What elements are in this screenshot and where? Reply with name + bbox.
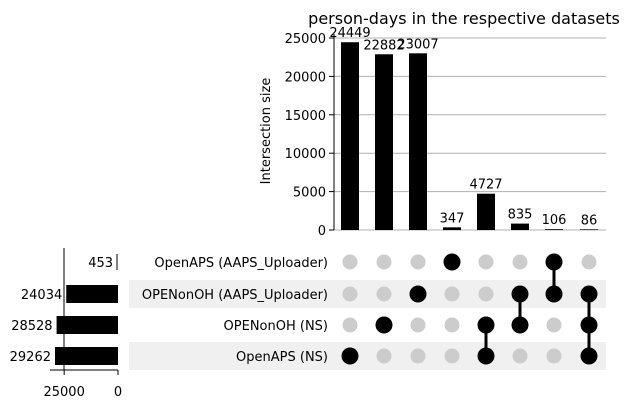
matrix-dot-active: [511, 316, 529, 334]
matrix-dot-inactive: [478, 286, 494, 302]
bar-data-label: 23007: [397, 37, 438, 52]
matrix-dot-inactive: [342, 286, 358, 302]
gridlines: [334, 37, 606, 231]
set-size-label: 29262: [10, 350, 51, 365]
matrix-dot-inactive: [478, 254, 494, 270]
matrix-dot-active: [409, 285, 427, 303]
matrix-dot-active: [477, 316, 495, 334]
matrix-dot-active: [375, 316, 393, 334]
set-names: OpenAPS (AAPS_Uploader) OPENonOH (AAPS_Up…: [142, 256, 328, 365]
intersection-y-axis: 0 5000 10000 15000 20000 25000: [285, 32, 335, 239]
matrix-dot-active: [580, 285, 598, 303]
matrix-dot-inactive: [376, 286, 392, 302]
matrix-dot-inactive: [342, 317, 358, 333]
intersection-bar: [409, 53, 427, 230]
y-tick-label: 5000: [293, 186, 326, 201]
matrix-dot-active: [580, 316, 598, 334]
y-tick-label: 10000: [285, 147, 326, 162]
set-name-label: OPENonOH (AAPS_Uploader): [142, 288, 328, 303]
matrix-dot-inactive: [342, 254, 358, 270]
matrix-dot-active: [341, 347, 359, 365]
y-tick-label: 0: [318, 224, 326, 239]
intersection-bar: [341, 42, 359, 231]
set-size-axis: 25000 0: [43, 248, 122, 400]
set-size-bar: [66, 285, 118, 303]
intersection-bar: [477, 193, 495, 230]
set-name-label: OpenAPS (NS): [236, 350, 328, 365]
matrix-dot-inactive: [410, 254, 426, 270]
matrix-dot-inactive: [512, 348, 528, 364]
set-size-bar: [56, 316, 118, 334]
matrix-dot-inactive: [444, 286, 460, 302]
bar-data-label: 22882: [363, 38, 404, 53]
matrix-dot-inactive: [581, 254, 597, 270]
matrix-dot-inactive: [546, 348, 562, 364]
set-size-bar: [55, 347, 118, 365]
bar-data-label: 86: [581, 213, 598, 228]
set-name-label: OPENonOH (NS): [224, 319, 328, 334]
y-tick-label: 15000: [285, 109, 326, 124]
matrix-dot-active: [511, 285, 529, 303]
bar-data-label: 106: [542, 213, 567, 228]
chart-title: person-days in the respective datasets: [308, 9, 620, 28]
bar-data-label: 835: [508, 208, 533, 223]
matrix-dot-inactive: [376, 348, 392, 364]
intersection-bar: [443, 227, 461, 230]
membership-matrix: [341, 253, 598, 365]
set-size-tick-label: 25000: [43, 385, 84, 400]
matrix-dot-active: [545, 253, 563, 271]
matrix-dot-active: [580, 347, 598, 365]
y-axis-label: Intersection size: [259, 78, 274, 185]
intersection-bar: [580, 229, 598, 230]
set-size-bars: 453 24034 28528 29262: [10, 254, 118, 365]
matrix-dot-inactive: [512, 254, 528, 270]
set-size-label: 28528: [11, 319, 52, 334]
matrix-dot-active: [477, 347, 495, 365]
intersection-bars: [341, 42, 598, 231]
matrix-dot-inactive: [410, 348, 426, 364]
set-size-tick-label: 0: [114, 385, 122, 400]
matrix-dot-active: [443, 253, 461, 271]
intersection-bar: [545, 229, 563, 230]
bar-data-label: 347: [440, 211, 465, 226]
intersection-bar: [511, 223, 529, 230]
matrix-dot-inactive: [410, 317, 426, 333]
matrix-dot-inactive: [546, 317, 562, 333]
set-name-label: OpenAPS (AAPS_Uploader): [154, 256, 328, 271]
intersection-bar: [375, 54, 393, 231]
row-stripe-3: [129, 342, 606, 370]
matrix-dot-inactive: [444, 317, 460, 333]
matrix-dot-active: [545, 285, 563, 303]
matrix-dot-inactive: [376, 254, 392, 270]
set-size-label: 24034: [21, 288, 62, 303]
y-tick-label: 25000: [285, 32, 326, 47]
matrix-dot-inactive: [444, 348, 460, 364]
y-tick-label: 20000: [285, 70, 326, 85]
set-size-label: 453: [88, 256, 113, 271]
bar-data-label: 4727: [469, 178, 502, 193]
bar-data-label: 24449: [329, 26, 370, 41]
